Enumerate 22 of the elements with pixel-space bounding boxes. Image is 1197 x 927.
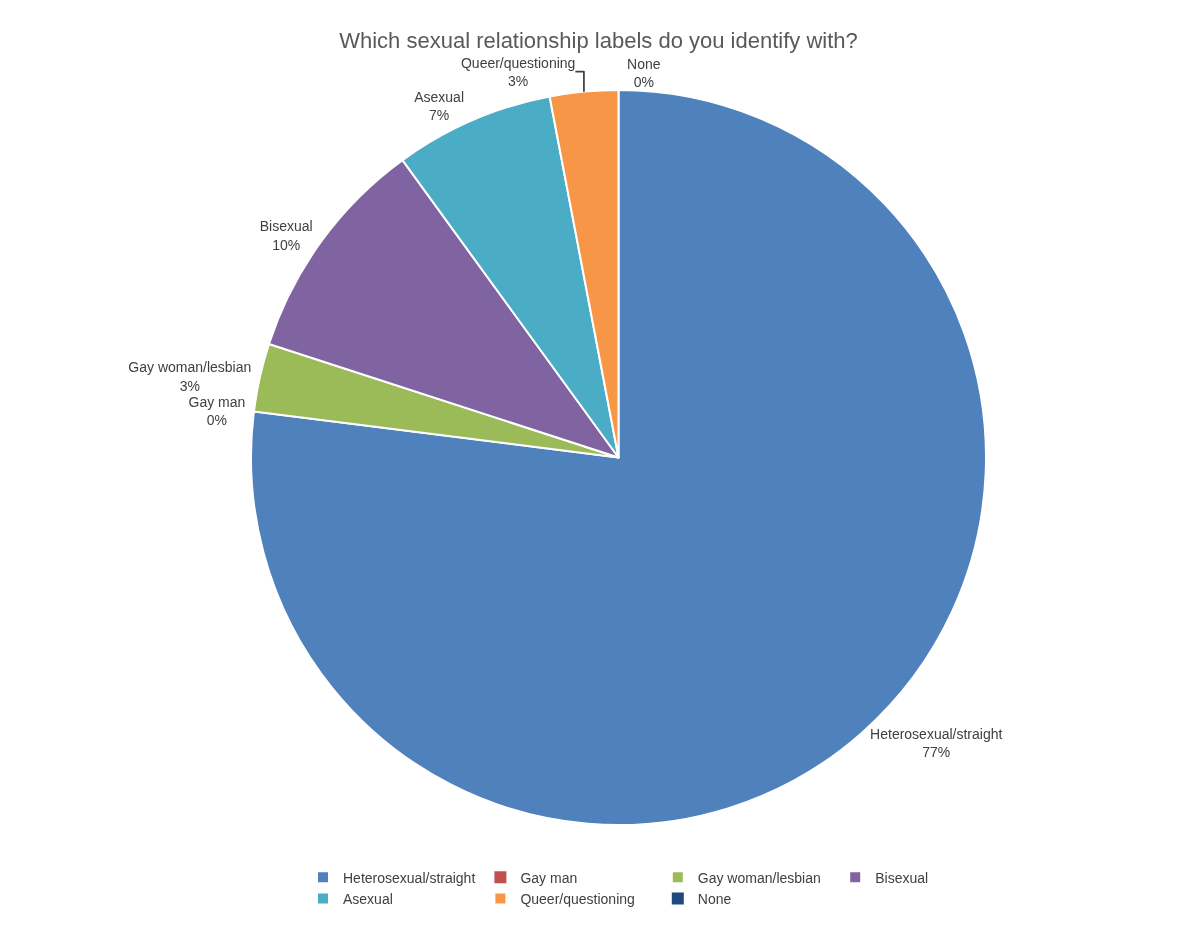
text: 0% xyxy=(633,74,654,90)
category-label: Gay man xyxy=(188,394,246,411)
slice-label: Heterosexual/straight xyxy=(870,725,1003,742)
data-label: 10% xyxy=(272,236,301,253)
legend-label: Gay woman/lesbian xyxy=(697,869,821,886)
legend-label: Gay man xyxy=(520,869,578,886)
data-label: 7% xyxy=(428,106,450,123)
slice-label: Bisexual xyxy=(259,218,313,235)
legend-label: Heterosexual/straight xyxy=(343,869,476,886)
text: 0% xyxy=(206,412,228,429)
slice-label: Asexual xyxy=(414,88,464,105)
legend-label: Queer/questioning xyxy=(520,891,635,908)
data-label: 77% xyxy=(922,743,951,760)
data-label: 3% xyxy=(508,72,529,89)
slice-label: Queer/questioning xyxy=(460,54,576,71)
data-label: 3% xyxy=(179,377,200,394)
slice-label: Gay woman/lesbian xyxy=(128,359,252,376)
category-label: None xyxy=(627,55,661,72)
legend-label: Bisexual xyxy=(875,869,929,886)
legend-label: None xyxy=(697,891,732,908)
chart-title: Which sexual relationship labels do you identify with? xyxy=(339,27,858,53)
legend-label: Asexual xyxy=(343,891,393,908)
